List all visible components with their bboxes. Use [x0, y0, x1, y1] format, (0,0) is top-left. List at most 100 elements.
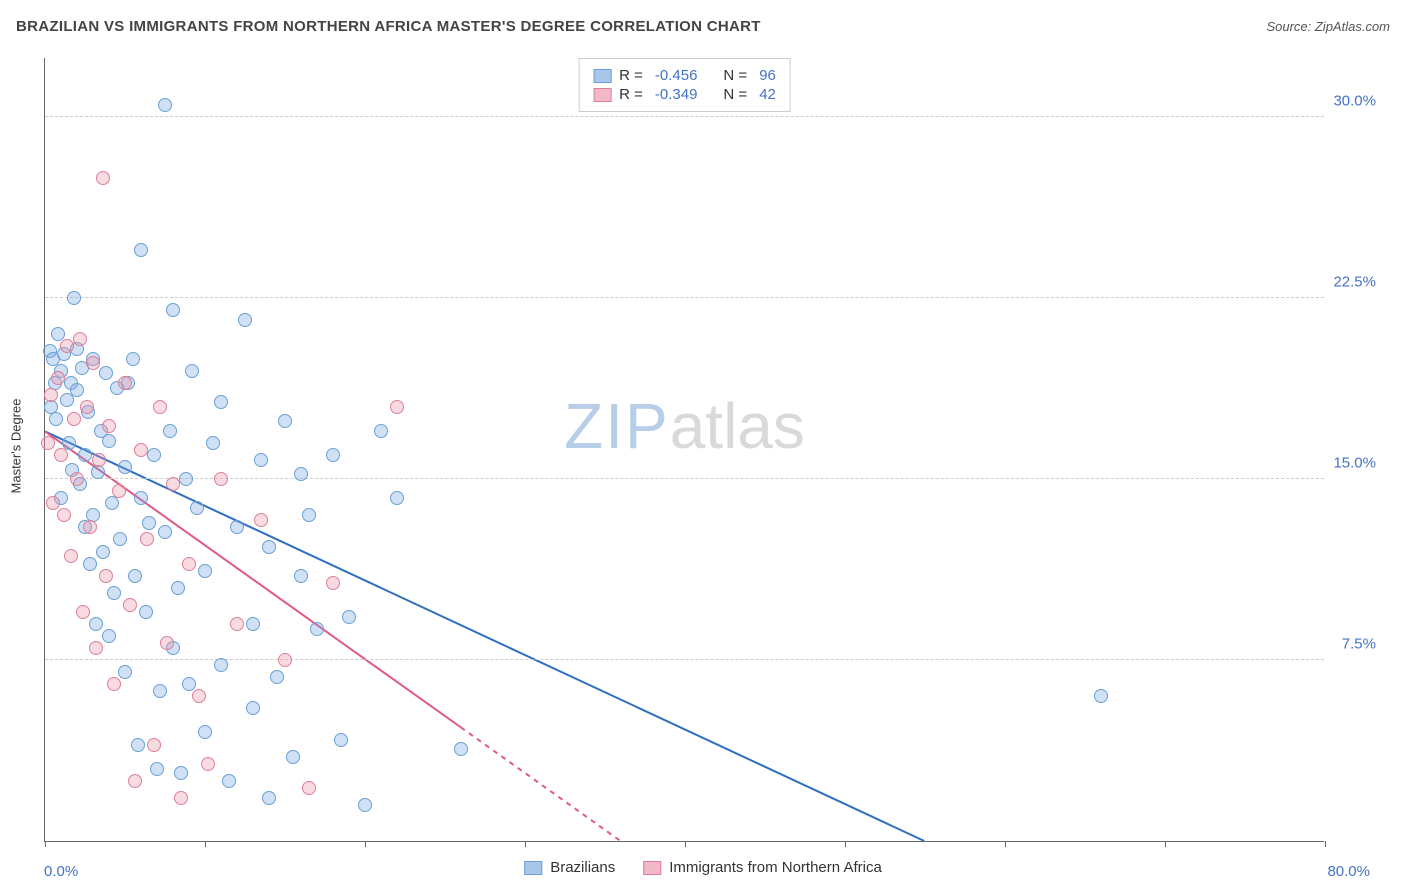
n-value: 42 [759, 86, 776, 103]
scatter-point [102, 419, 116, 433]
n-value: 96 [759, 67, 776, 84]
scatter-point [147, 738, 161, 752]
x-axis-end-label: 80.0% [1327, 863, 1370, 880]
n-label: N = [723, 67, 747, 84]
scatter-point [113, 532, 127, 546]
scatter-point [246, 701, 260, 715]
scatter-point [238, 313, 252, 327]
scatter-point [158, 98, 172, 112]
scatter-point [326, 448, 340, 462]
scatter-point [96, 171, 110, 185]
scatter-point [139, 605, 153, 619]
legend-stat-row: R =-0.349N =42 [593, 86, 776, 103]
scatter-point [150, 762, 164, 776]
gridline [45, 116, 1324, 117]
scatter-point [310, 622, 324, 636]
x-tick [365, 841, 366, 847]
scatter-point [294, 569, 308, 583]
scatter-point [78, 448, 92, 462]
scatter-point [390, 400, 404, 414]
scatter-point [246, 617, 260, 631]
y-tick-label: 22.5% [1333, 274, 1376, 291]
r-label: R = [619, 67, 643, 84]
scatter-point [254, 453, 268, 467]
scatter-point [107, 586, 121, 600]
scatter-point [128, 569, 142, 583]
gridline [45, 297, 1324, 298]
legend-series-name: Immigrants from Northern Africa [669, 859, 882, 876]
scatter-point [57, 508, 71, 522]
watermark: ZIPatlas [564, 389, 805, 463]
n-label: N = [723, 86, 747, 103]
scatter-point [153, 400, 167, 414]
scatter-point [131, 738, 145, 752]
scatter-point [89, 641, 103, 655]
scatter-point [67, 412, 81, 426]
scatter-point [302, 508, 316, 522]
y-tick-label: 15.0% [1333, 455, 1376, 472]
scatter-point [182, 557, 196, 571]
gridline [45, 659, 1324, 660]
legend-series-name: Brazilians [550, 859, 615, 876]
scatter-point [83, 520, 97, 534]
scatter-point [230, 520, 244, 534]
scatter-point [302, 781, 316, 795]
scatter-point [294, 467, 308, 481]
scatter-point [118, 376, 132, 390]
y-axis-label: Master's Degree [9, 399, 24, 494]
scatter-point [41, 436, 55, 450]
scatter-point [86, 356, 100, 370]
legend-stat-row: R =-0.456N =96 [593, 67, 776, 84]
x-tick [1005, 841, 1006, 847]
source-label: Source: ZipAtlas.com [1266, 19, 1390, 34]
x-tick [525, 841, 526, 847]
gridline [45, 478, 1324, 479]
scatter-point [123, 598, 137, 612]
scatter-point [278, 414, 292, 428]
scatter-point [214, 395, 228, 409]
y-tick-label: 7.5% [1342, 636, 1376, 653]
scatter-point [44, 388, 58, 402]
scatter-point [107, 677, 121, 691]
scatter-point [128, 774, 142, 788]
scatter-point [171, 581, 185, 595]
x-tick [845, 841, 846, 847]
scatter-point [70, 383, 84, 397]
scatter-point [286, 750, 300, 764]
scatter-point [46, 496, 60, 510]
legend-swatch [524, 861, 542, 875]
scatter-point [51, 371, 65, 385]
series-legend: Brazilians Immigrants from Northern Afric… [524, 859, 882, 876]
scatter-point [67, 291, 81, 305]
x-axis-start-label: 0.0% [44, 863, 78, 880]
scatter-point [262, 540, 276, 554]
scatter-point [358, 798, 372, 812]
scatter-point [102, 434, 116, 448]
scatter-point [206, 436, 220, 450]
scatter-point [140, 532, 154, 546]
x-tick [1165, 841, 1166, 847]
scatter-plot: ZIPatlas R =-0.456N =96R =-0.349N =42 [44, 58, 1324, 842]
scatter-point [326, 576, 340, 590]
scatter-point [163, 424, 177, 438]
scatter-point [49, 412, 63, 426]
scatter-point [190, 501, 204, 515]
correlation-legend: R =-0.456N =96R =-0.349N =42 [578, 58, 791, 112]
scatter-point [118, 460, 132, 474]
scatter-point [374, 424, 388, 438]
scatter-point [112, 484, 126, 498]
scatter-point [60, 339, 74, 353]
scatter-point [99, 366, 113, 380]
scatter-point [278, 653, 292, 667]
scatter-point [73, 332, 87, 346]
scatter-point [160, 636, 174, 650]
scatter-point [105, 496, 119, 510]
scatter-point [99, 569, 113, 583]
scatter-point [54, 448, 68, 462]
y-tick-label: 30.0% [1333, 93, 1376, 110]
x-tick [685, 841, 686, 847]
scatter-point [222, 774, 236, 788]
scatter-point [185, 364, 199, 378]
scatter-point [153, 684, 167, 698]
scatter-point [174, 791, 188, 805]
